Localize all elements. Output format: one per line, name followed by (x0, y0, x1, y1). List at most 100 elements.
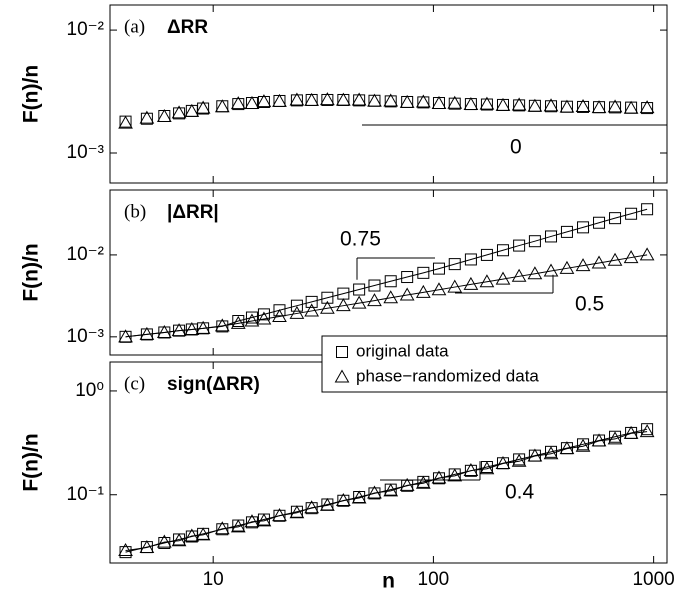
triangle-marker (214, 99, 230, 113)
triangle-marker (383, 290, 399, 304)
triangle-marker (184, 321, 200, 335)
panel-label: (a) (124, 16, 145, 37)
square-marker (641, 423, 654, 436)
square-marker (273, 304, 286, 317)
fit-line (125, 254, 648, 338)
legend-box (321, 335, 668, 393)
triangle-marker (214, 318, 230, 332)
square-marker (464, 464, 477, 477)
square-marker (158, 536, 171, 549)
y-tick-label: 10⁻² (67, 244, 105, 265)
triangle-marker (171, 533, 187, 547)
triangle-marker (591, 255, 607, 269)
triangle-marker (479, 461, 495, 475)
triangle-marker (195, 320, 211, 334)
square-marker (384, 95, 397, 108)
triangle-marker (591, 433, 607, 447)
triangle-marker (156, 109, 172, 123)
square-marker (216, 523, 229, 536)
triangle-marker (527, 448, 543, 462)
y-tick-label: 10⁻³ (67, 326, 105, 347)
triangle-marker (543, 98, 559, 112)
triangle-marker (351, 295, 367, 309)
triangle-marker (527, 98, 543, 112)
triangle-marker (639, 247, 655, 261)
x-tick-label: 10 (203, 569, 224, 590)
square-marker (480, 248, 493, 261)
square-marker (496, 244, 509, 257)
square-marker (353, 94, 366, 107)
triangle-marker (304, 92, 320, 106)
slope-label: 0.5 (575, 293, 604, 316)
triangle-marker (351, 92, 367, 106)
triangle-marker (479, 274, 495, 288)
x-tick-label: 100 (418, 569, 450, 590)
square-marker (245, 516, 258, 529)
slope-label: 0 (510, 136, 522, 159)
square-marker (609, 101, 622, 114)
triangle-marker (575, 438, 591, 452)
square-marker (609, 212, 622, 225)
square-marker (384, 275, 397, 288)
triangle-marker (304, 303, 320, 317)
square-marker (417, 266, 430, 279)
square-marker (513, 239, 526, 252)
square-marker (119, 546, 132, 559)
triangle-marker (415, 284, 431, 298)
triangle-marker (383, 483, 399, 497)
triangle-marker (607, 252, 623, 266)
triangle-marker (304, 500, 320, 514)
triangle-marker (367, 293, 382, 307)
legend-marker (334, 369, 350, 383)
triangle-marker (447, 95, 463, 109)
triangle-marker (289, 305, 305, 319)
legend-marker (336, 346, 348, 358)
triangle-marker (559, 99, 575, 113)
triangle-marker (335, 92, 351, 106)
triangle-marker (415, 94, 431, 108)
panel-label: (b) (124, 201, 146, 222)
square-marker (577, 221, 590, 234)
legend-label: phase−randomized data (356, 366, 539, 385)
fit-line (125, 428, 648, 553)
triangle-marker (156, 324, 172, 338)
triangle-marker (495, 455, 511, 469)
triangle-marker (463, 463, 479, 477)
square-marker (432, 472, 445, 485)
square-marker (641, 102, 654, 115)
triangle-marker (171, 323, 187, 337)
triangle-marker (639, 424, 655, 438)
square-marker (197, 102, 210, 115)
triangle-marker (639, 100, 655, 114)
panel-title: sign(ΔRR) (167, 374, 260, 395)
triangle-marker (184, 103, 200, 117)
square-marker (173, 107, 186, 120)
triangle-marker (575, 98, 591, 112)
square-marker (401, 271, 414, 284)
triangle-marker (139, 110, 155, 124)
square-marker (290, 299, 303, 312)
square-marker (273, 509, 286, 522)
triangle-marker (230, 315, 246, 329)
triangle-marker (139, 326, 155, 340)
triangle-marker (527, 266, 543, 280)
triangle-marker (139, 540, 155, 554)
triangle-marker (335, 298, 351, 312)
y-axis-label: F(n)/n (20, 433, 43, 491)
fit-line (125, 431, 648, 552)
square-marker (232, 98, 245, 111)
triangle-marker (543, 263, 559, 277)
square-marker (245, 311, 258, 324)
triangle-marker (118, 543, 133, 557)
square-marker (321, 93, 334, 106)
triangle-marker (431, 282, 447, 296)
square-marker (464, 253, 477, 266)
panel-label: (c) (124, 373, 145, 394)
triangle-marker (320, 300, 335, 314)
triangle-marker (623, 100, 639, 114)
triangle-marker (214, 521, 230, 535)
triangle-marker (335, 492, 351, 507)
square-marker (232, 315, 245, 328)
triangle-marker (184, 528, 200, 542)
triangle-marker (272, 93, 287, 107)
